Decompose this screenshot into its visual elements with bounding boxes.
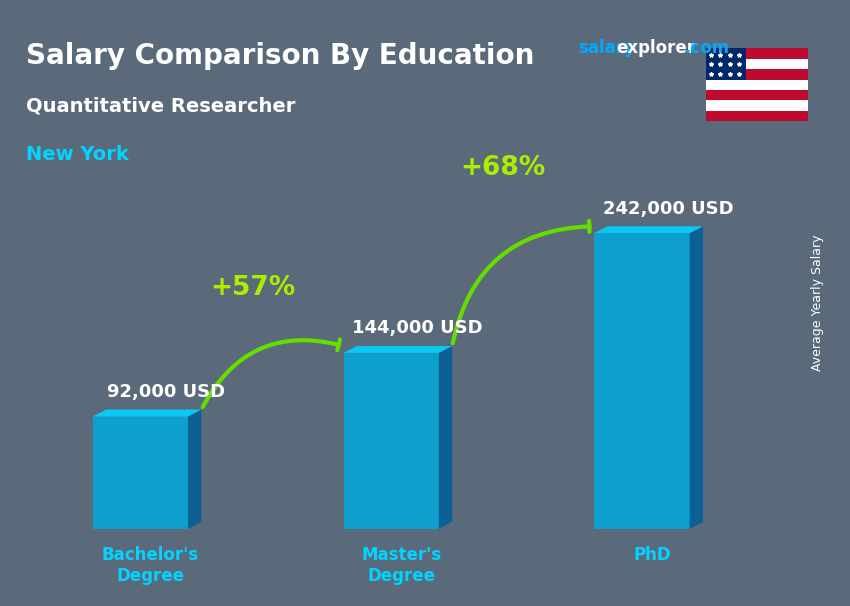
Polygon shape — [343, 353, 439, 529]
Polygon shape — [706, 48, 808, 59]
Polygon shape — [706, 69, 808, 79]
Polygon shape — [188, 410, 201, 529]
Polygon shape — [706, 111, 808, 121]
Polygon shape — [706, 101, 808, 111]
Polygon shape — [93, 416, 188, 529]
Text: +57%: +57% — [210, 275, 295, 301]
Text: 242,000 USD: 242,000 USD — [603, 200, 734, 218]
Text: Bachelor's
Degree: Bachelor's Degree — [102, 546, 199, 585]
Polygon shape — [706, 48, 746, 79]
Text: +68%: +68% — [461, 155, 546, 181]
Polygon shape — [706, 59, 808, 69]
Polygon shape — [93, 410, 201, 416]
Text: Average Yearly Salary: Average Yearly Salary — [812, 235, 824, 371]
Text: explorer: explorer — [616, 39, 695, 58]
Polygon shape — [594, 233, 689, 529]
Polygon shape — [594, 226, 703, 233]
Polygon shape — [439, 346, 452, 529]
Polygon shape — [343, 346, 452, 353]
Text: 92,000 USD: 92,000 USD — [107, 383, 225, 401]
Text: salary: salary — [578, 39, 635, 58]
Text: Salary Comparison By Education: Salary Comparison By Education — [26, 42, 534, 70]
Polygon shape — [706, 90, 808, 101]
Text: Quantitative Researcher: Quantitative Researcher — [26, 97, 295, 116]
Text: Master's
Degree: Master's Degree — [361, 546, 441, 585]
Polygon shape — [706, 79, 808, 90]
Text: New York: New York — [26, 145, 128, 164]
Polygon shape — [689, 226, 703, 529]
Text: .com: .com — [684, 39, 729, 58]
Text: 144,000 USD: 144,000 USD — [352, 319, 483, 338]
Text: PhD: PhD — [633, 546, 671, 564]
